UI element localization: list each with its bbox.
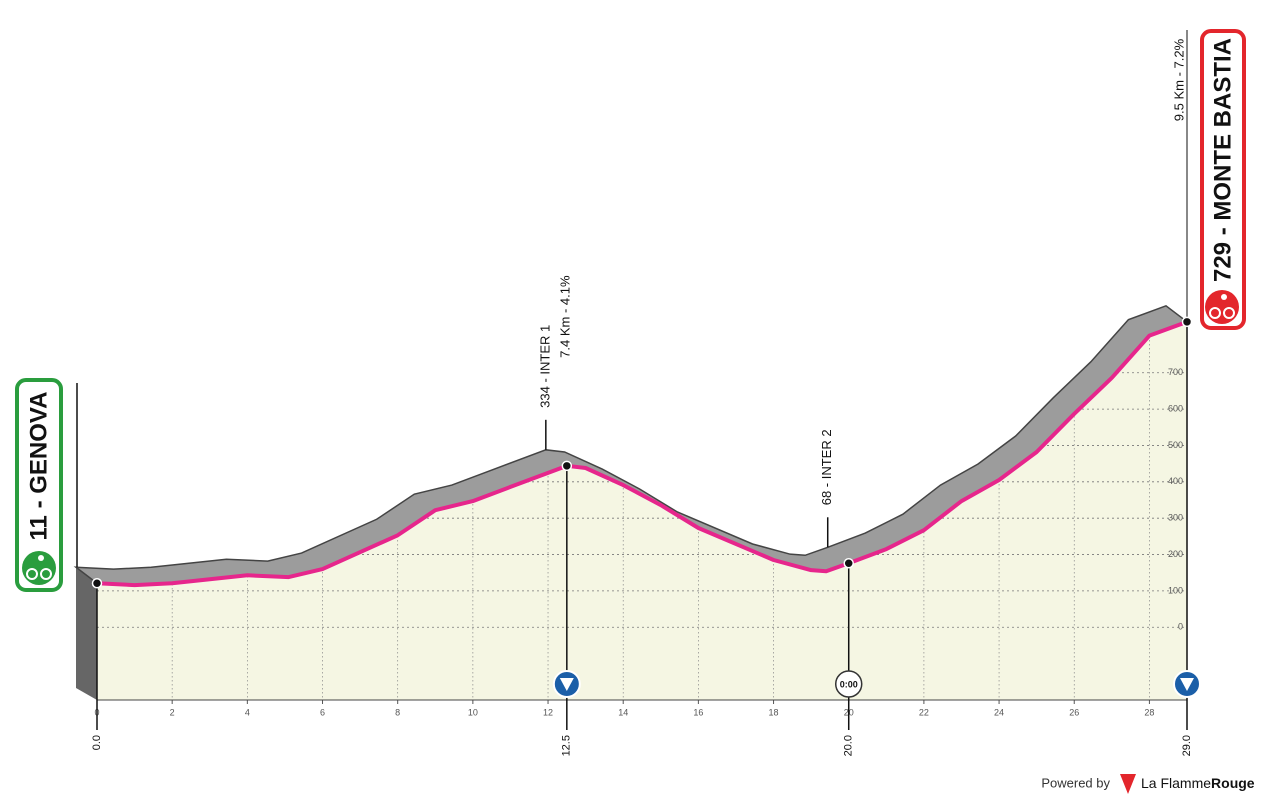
x-tick-label: 26 (1069, 707, 1079, 717)
x-tick-label: 10 (468, 707, 478, 717)
plot: 0246810121416182022242628010020030040050… (73, 30, 1201, 756)
sprint-time: 0:00 (840, 679, 858, 689)
icon-wheel (40, 568, 52, 580)
start-label: 11 - GENOVA (25, 392, 52, 541)
y-tick-label: 400 (1168, 476, 1183, 486)
brand: La FlammeRouge (1141, 775, 1255, 791)
sprint-marker (834, 670, 863, 698)
km-marker-dot (1181, 316, 1193, 328)
km-marker-dot (843, 558, 854, 569)
y-tick-label: 200 (1168, 549, 1183, 559)
y-tick-label: 700 (1168, 367, 1183, 377)
finish-sign (1200, 29, 1246, 330)
km-marker-dot (91, 578, 103, 589)
start-sign (15, 378, 63, 592)
km-marker-label: 12.5 (561, 735, 573, 756)
x-tick-label: 8 (395, 707, 400, 717)
point-name: 68 - INTER 2 (819, 429, 834, 505)
x-tick-label: 18 (769, 707, 779, 717)
y-tick-label: 600 (1168, 403, 1183, 413)
y-tick-label: 0 (1178, 622, 1183, 632)
powered-by: Powered by (1041, 775, 1110, 790)
x-tick-label: 16 (693, 707, 703, 717)
profile-area (97, 321, 1187, 700)
y-tick-label: 100 (1168, 585, 1183, 595)
x-tick-label: 14 (618, 707, 628, 717)
x-tick-label: 22 (919, 707, 929, 717)
profile-side (76, 567, 97, 700)
icon-wheel (26, 568, 38, 580)
y-tick-label: 300 (1168, 513, 1183, 523)
x-tick-label: 28 (1144, 707, 1154, 717)
brand-icon (1120, 774, 1136, 794)
climb-marker-arrow (559, 678, 574, 691)
finish-label: 729 - MONTE BASTIA (1209, 38, 1236, 282)
icon-head (38, 555, 44, 561)
km-marker-dot (561, 460, 573, 472)
brand-name: La Flamme (1141, 775, 1211, 791)
km-marker-label: 20.0 (843, 735, 855, 756)
x-tick-label: 12 (543, 707, 553, 717)
icon-wheel (1223, 307, 1235, 319)
icon-wheel (1209, 307, 1221, 319)
km-marker-label: 0.0 (91, 735, 103, 750)
km-marker-label: 29.0 (1181, 735, 1193, 756)
finish-marker-arrow (1180, 678, 1194, 691)
elevation-line (96, 319, 1188, 588)
icon-head (1221, 294, 1227, 300)
x-tick-label: 24 (994, 707, 1004, 717)
y-tick-label: 500 (1168, 440, 1183, 450)
x-tick-label: 2 (170, 707, 175, 717)
point-detail: 7.4 Km - 4.1% (557, 275, 572, 358)
x-tick-label: 6 (320, 707, 325, 717)
x-tick-label: 4 (245, 707, 250, 717)
point-name: 334 - INTER 1 (537, 325, 552, 408)
finish-climb: 9.5 Km - 7.2% (1171, 38, 1186, 121)
finish-icon (1205, 290, 1239, 324)
start-icon (22, 551, 56, 585)
brand-name-bold: Rouge (1211, 775, 1255, 791)
